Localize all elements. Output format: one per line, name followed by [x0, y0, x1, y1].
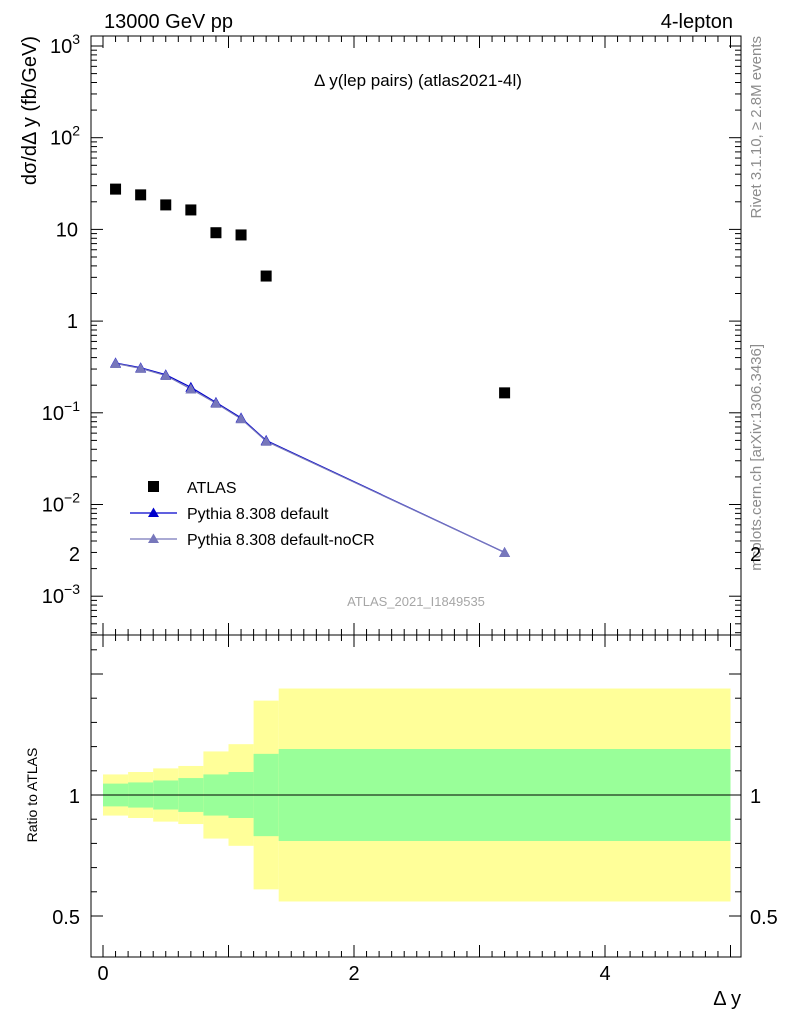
pythia-nocr-point	[260, 435, 272, 446]
ratio-x-tick-label: 0	[97, 963, 108, 985]
ratio-y-tick-label: 0.5	[52, 907, 80, 929]
atlas-data-point	[499, 387, 511, 399]
pythia-nocr-point	[235, 413, 247, 424]
atlas-data-point	[160, 199, 172, 211]
pythia-nocr-line	[115, 362, 505, 553]
pythia-default-line	[115, 362, 505, 553]
legend: ATLAS Pythia 8.308 default Pythia 8.308 …	[130, 480, 375, 549]
ratio-tick-labels: 0.5 0.5 1 1 2 2 0 2 4	[52, 544, 778, 985]
ratio-y-tick-label-right: 2	[750, 544, 761, 566]
rivet-version-label: Rivet 3.1.10, ≥ 2.8M events	[748, 36, 765, 219]
ratio-x-tick-label: 4	[599, 963, 610, 985]
plot-title: Δ y(lep pairs) (atlas2021-4l)	[314, 71, 522, 90]
ratio-y-tick-label-right: 0.5	[750, 907, 778, 929]
x-axis-label: Δ y	[713, 988, 741, 1010]
legend-atlas-marker	[148, 481, 159, 492]
atlas-data-point	[110, 183, 122, 195]
mc-series-lines	[115, 362, 505, 553]
pythia-nocr-point	[185, 383, 197, 394]
analysis-reference-label: ATLAS_2021_I1849535	[347, 594, 485, 609]
legend-default-label: Pythia 8.308 default	[187, 506, 329, 523]
ratio-y-axis-label: Ratio to ATLAS	[24, 748, 40, 843]
atlas-data-point	[185, 204, 197, 216]
main-y-tick-label: 1	[67, 311, 78, 333]
ratio-plot-frame	[90, 634, 742, 958]
legend-nocr-label: Pythia 8.308 default-noCR	[187, 532, 375, 549]
main-y-tick-label: 10−1	[42, 398, 80, 425]
main-y-tick-label: 10−2	[42, 490, 80, 517]
pythia-nocr-point	[499, 546, 511, 557]
main-y-tick-label: 103	[50, 31, 80, 58]
legend-nocr-marker	[148, 533, 159, 543]
atlas-data-markers	[110, 183, 511, 399]
legend-atlas-label: ATLAS	[187, 480, 237, 497]
ratio-y-tick-label: 2	[69, 544, 80, 566]
main-y-tick-label: 10−3	[42, 581, 80, 608]
main-y-axis-label: dσ/dΔ y (fb/GeV)	[19, 36, 41, 185]
main-x-axis-ticks	[102, 36, 731, 635]
atlas-data-point	[260, 270, 272, 282]
atlas-data-point	[135, 189, 147, 201]
ratio-y-tick-label: 1	[69, 786, 80, 808]
mc-series-markers	[110, 357, 511, 557]
atlas-data-point	[210, 227, 222, 239]
header-left-label: 13000 GeV pp	[104, 11, 233, 33]
main-y-tick-label: 10	[56, 219, 78, 241]
atlas-data-point	[235, 229, 247, 241]
pythia-nocr-point	[135, 362, 147, 373]
pythia-nocr-point	[110, 357, 122, 368]
ratio-plot-panel: 0.5 0.5 1 1 2 2 0 2 4 Ratio to ATLAS Δ y	[24, 544, 778, 1010]
main-y-tick-label: 102	[50, 123, 80, 150]
header-right-label: 4-lepton	[661, 11, 733, 33]
ratio-x-tick-label: 2	[348, 963, 359, 985]
legend-default-marker	[148, 507, 159, 517]
ratio-axis-ticks	[91, 635, 741, 957]
ratio-y-tick-label-right: 1	[750, 786, 761, 808]
pythia-nocr-point	[160, 370, 172, 381]
pythia-nocr-point	[210, 397, 222, 408]
mcplots-label: mcplots.cern.ch [arXiv:1306.3436]	[748, 344, 765, 571]
